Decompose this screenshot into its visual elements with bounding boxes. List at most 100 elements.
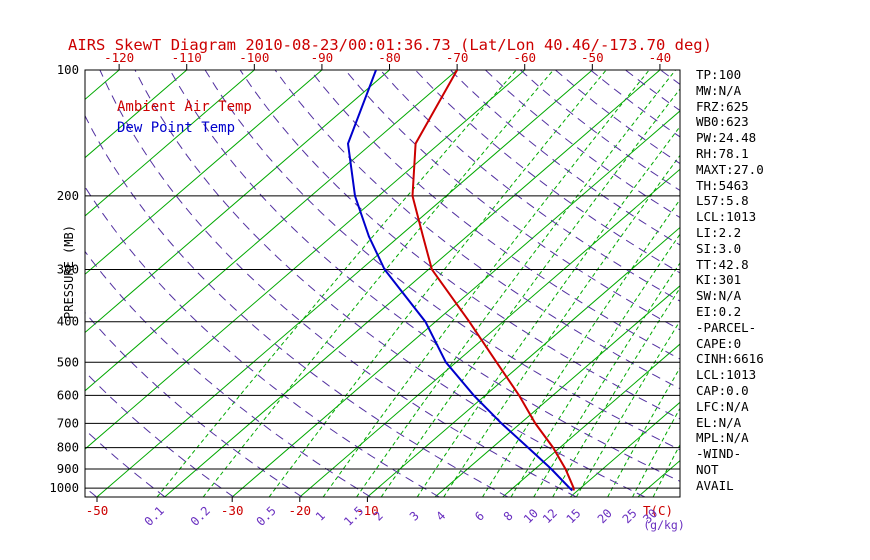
isotherm-line <box>85 70 526 450</box>
mixing-ratio-lines <box>156 70 680 497</box>
pressure-tick-label: 500 <box>57 355 79 369</box>
top-axis-label: -110 <box>172 50 202 65</box>
stats-line: WB0:623 <box>696 114 749 130</box>
stats-line: MPL:N/A <box>696 430 749 446</box>
mixing-ratio-line <box>268 70 607 497</box>
isotherm-line <box>85 70 120 101</box>
dry-adiabat-line <box>134 70 646 497</box>
pressure-tick-label: 1000 <box>49 481 79 495</box>
dry-adiabat-line <box>239 70 680 420</box>
bottom-temp-label: -30 <box>221 503 244 518</box>
stats-line: LCL:1013 <box>696 209 757 225</box>
stats-line: TP:100 <box>696 67 742 82</box>
mixing-ratio-line <box>575 320 680 497</box>
dry-adiabat-line <box>660 70 680 85</box>
mixing-ratio-line <box>322 70 650 497</box>
pressure-tick-label: 300 <box>57 263 79 277</box>
isotherm-line <box>85 70 255 217</box>
isotherm-line <box>502 343 680 497</box>
mixing-ratio-label: 3 <box>407 509 422 524</box>
stats-line: CINH:6616 <box>696 351 764 367</box>
mixing-ratio-line <box>156 70 517 497</box>
mixing-ratio-line <box>533 262 680 497</box>
dry-adiabat-line <box>204 70 680 451</box>
isotherm-line <box>367 226 680 497</box>
isotherm-line <box>299 168 680 497</box>
dry-adiabat-line <box>414 70 680 274</box>
mixing-ratio-label: 10 <box>521 506 541 526</box>
dry-adiabat-line <box>169 70 680 482</box>
pressure-tick-label: 600 <box>57 388 79 402</box>
top-axis-label: -100 <box>239 50 269 65</box>
plot-frame <box>84 69 681 498</box>
stats-line: SI:3.0 <box>696 240 742 256</box>
stats-line: -WIND- <box>696 446 742 462</box>
top-axis-label: -80 <box>378 50 401 65</box>
mixing-ratio-label: 15 <box>563 506 583 526</box>
mixing-ratio-line <box>510 233 680 497</box>
pressure-tick-label: 100 <box>57 63 79 77</box>
stats-line: MW:N/A <box>696 82 742 98</box>
top-axis-label: -120 <box>104 50 134 65</box>
stats-line: NOT <box>696 461 719 477</box>
mixing-ratio-label: 6 <box>472 509 487 524</box>
dry-adiabat-lines <box>85 70 680 497</box>
mixing-ratio-label: 0.5 <box>254 504 279 529</box>
dry-adiabat-line <box>85 371 234 497</box>
mixing-ratio-line <box>416 125 680 497</box>
temp-unit-label: T(C) <box>643 503 673 518</box>
bottom-temp-label: -50 <box>86 503 109 518</box>
sounding-curves <box>346 70 575 492</box>
pressure-tick-label: 800 <box>57 441 79 455</box>
stats-line: L57:5.8 <box>696 193 749 209</box>
legend-ambient-temp: Ambient Air Temp <box>117 99 252 115</box>
top-axis-label: -70 <box>446 50 469 65</box>
isotherm-line <box>569 401 680 497</box>
dry-adiabat-line <box>309 70 680 360</box>
mixing-ratio-label: 0.1 <box>142 504 167 529</box>
mixing-ratio-label: 20 <box>595 506 615 526</box>
isotherm-line <box>96 70 593 497</box>
isotherm-line <box>85 70 188 159</box>
stats-line: PW:24.48 <box>696 130 757 146</box>
mixing-ratio-line <box>356 70 676 497</box>
pressure-tick-label: 200 <box>57 189 79 203</box>
isotherm-line <box>434 285 680 497</box>
stats-line: TH:5463 <box>696 177 749 193</box>
stats-line: CAP:0.0 <box>696 382 749 398</box>
isotherm-line <box>164 70 661 497</box>
pressure-axis-title: PRESSURE (MB) <box>62 225 76 319</box>
legend-dew-point: Dew Point Temp <box>117 120 236 136</box>
curve-dewpoint <box>346 70 573 492</box>
mixing-ratio-line <box>443 154 680 497</box>
dry-adiabat-line <box>85 311 303 497</box>
mixing-ratio-line <box>380 88 680 497</box>
bottom-temp-label: -20 <box>289 503 312 518</box>
mixing-ratio-label: 0.2 <box>188 504 213 529</box>
stats-line: EL:N/A <box>696 414 742 430</box>
mixing-ratio-label: 8 <box>501 509 516 524</box>
stats-line: LI:2.2 <box>696 224 742 240</box>
stats-line: LFC:N/A <box>696 398 749 414</box>
isotherm-line <box>231 110 680 497</box>
stats-line: LCL:1013 <box>696 367 757 383</box>
top-axis-label: -40 <box>649 50 672 65</box>
isotherm-line <box>85 70 458 392</box>
mixing-ratio-line <box>552 287 680 497</box>
dry-adiabat-line <box>85 429 166 497</box>
top-axis-label: -60 <box>513 50 536 65</box>
mixing-ratio-label: 1 <box>313 509 328 524</box>
stats-line: EI:0.2 <box>696 303 742 319</box>
stats-line: KI:301 <box>696 272 742 288</box>
dry-adiabat-line <box>344 70 680 331</box>
stats-panel: TP:100 MW:N/A FRZ:625 WB0:623 PW:24.48 RH:78.… <box>696 67 764 494</box>
stats-line: TT:42.8 <box>696 256 749 272</box>
chart-title: AIRS SkewT Diagram 2010-08-23/00:01:36.7… <box>68 36 712 54</box>
isotherm-lines <box>85 70 680 497</box>
dry-adiabat-line <box>85 486 97 497</box>
stats-line: MAXT:27.0 <box>696 161 764 177</box>
mixing-ratio-line <box>482 198 680 497</box>
stats-line: AVAIL <box>696 477 734 493</box>
